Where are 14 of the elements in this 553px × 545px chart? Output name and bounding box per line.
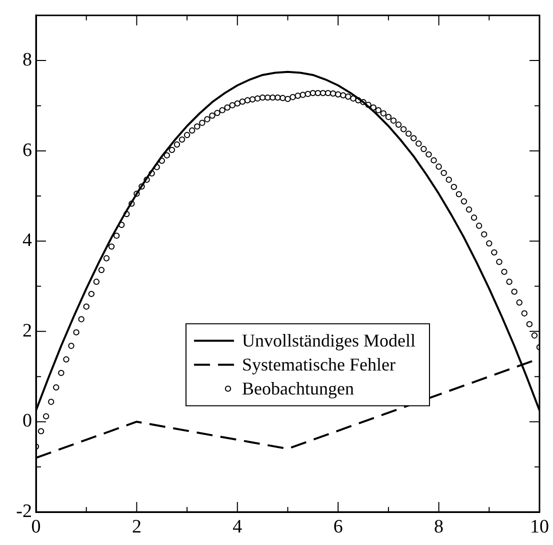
y-tick-label: -2: [16, 500, 32, 522]
x-tick-label: 8: [434, 516, 444, 538]
x-tick-label: 10: [530, 516, 549, 538]
y-tick-label: 8: [22, 50, 32, 71]
legend-label: Unvollständiges Modell: [242, 330, 416, 350]
x-tick-label: 4: [232, 516, 243, 538]
y-tick-label: 4: [22, 230, 32, 252]
x-tick-label: 6: [333, 516, 343, 538]
y-tick-label: 2: [22, 320, 32, 342]
x-tick-label: 2: [132, 516, 142, 538]
y-tick-label: 0: [22, 410, 32, 432]
legend-label: Beobachtungen: [242, 378, 354, 398]
y-tick-label: 6: [22, 140, 32, 161]
legend-label: Systematische Fehler: [242, 354, 396, 374]
